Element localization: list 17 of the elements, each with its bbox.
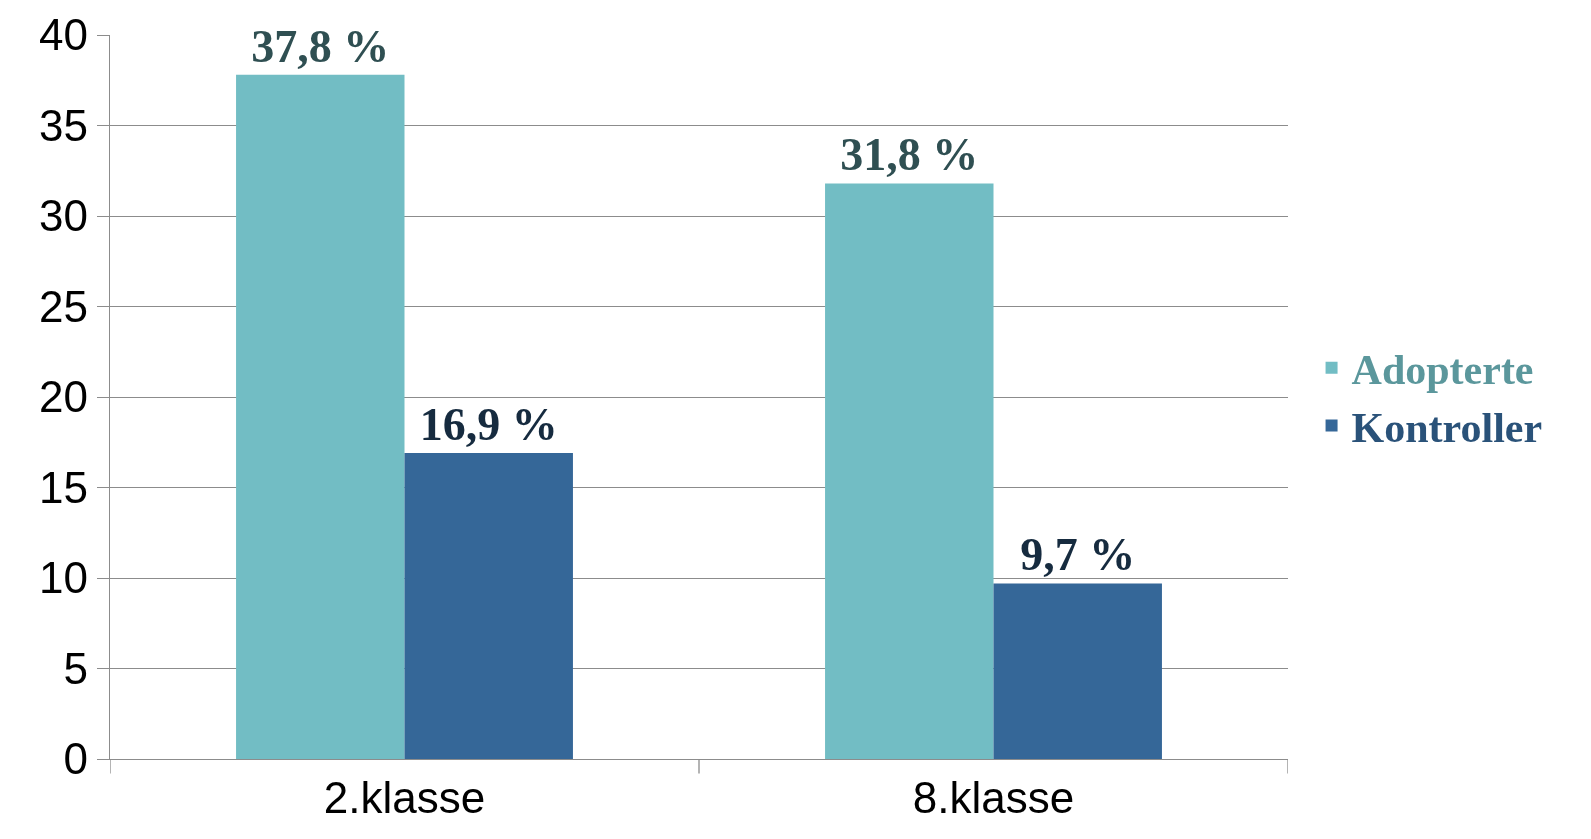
legend-label: Adopterte xyxy=(1351,347,1534,394)
y-tick-label: 0 xyxy=(63,734,89,784)
data-label: 16,9 % xyxy=(419,399,558,451)
legend-label: Kontroller xyxy=(1351,404,1543,451)
x-tick-label: 8.klasse xyxy=(912,772,1075,822)
data-label: 37,8 % xyxy=(251,20,390,72)
y-tick-label: 30 xyxy=(39,191,89,241)
y-tick-label: 35 xyxy=(39,100,89,150)
data-label: 31,8 % xyxy=(840,129,979,181)
y-tick-label: 10 xyxy=(39,553,89,603)
y-tick-label: 15 xyxy=(39,462,89,512)
y-tick-label: 5 xyxy=(63,643,89,693)
y-tick-label: 25 xyxy=(39,281,89,331)
data-label: 9,7 % xyxy=(1020,529,1136,581)
x-tick-label: 2.klasse xyxy=(323,772,486,822)
y-tick-label: 20 xyxy=(39,372,89,422)
y-tick-label: 40 xyxy=(39,10,89,60)
